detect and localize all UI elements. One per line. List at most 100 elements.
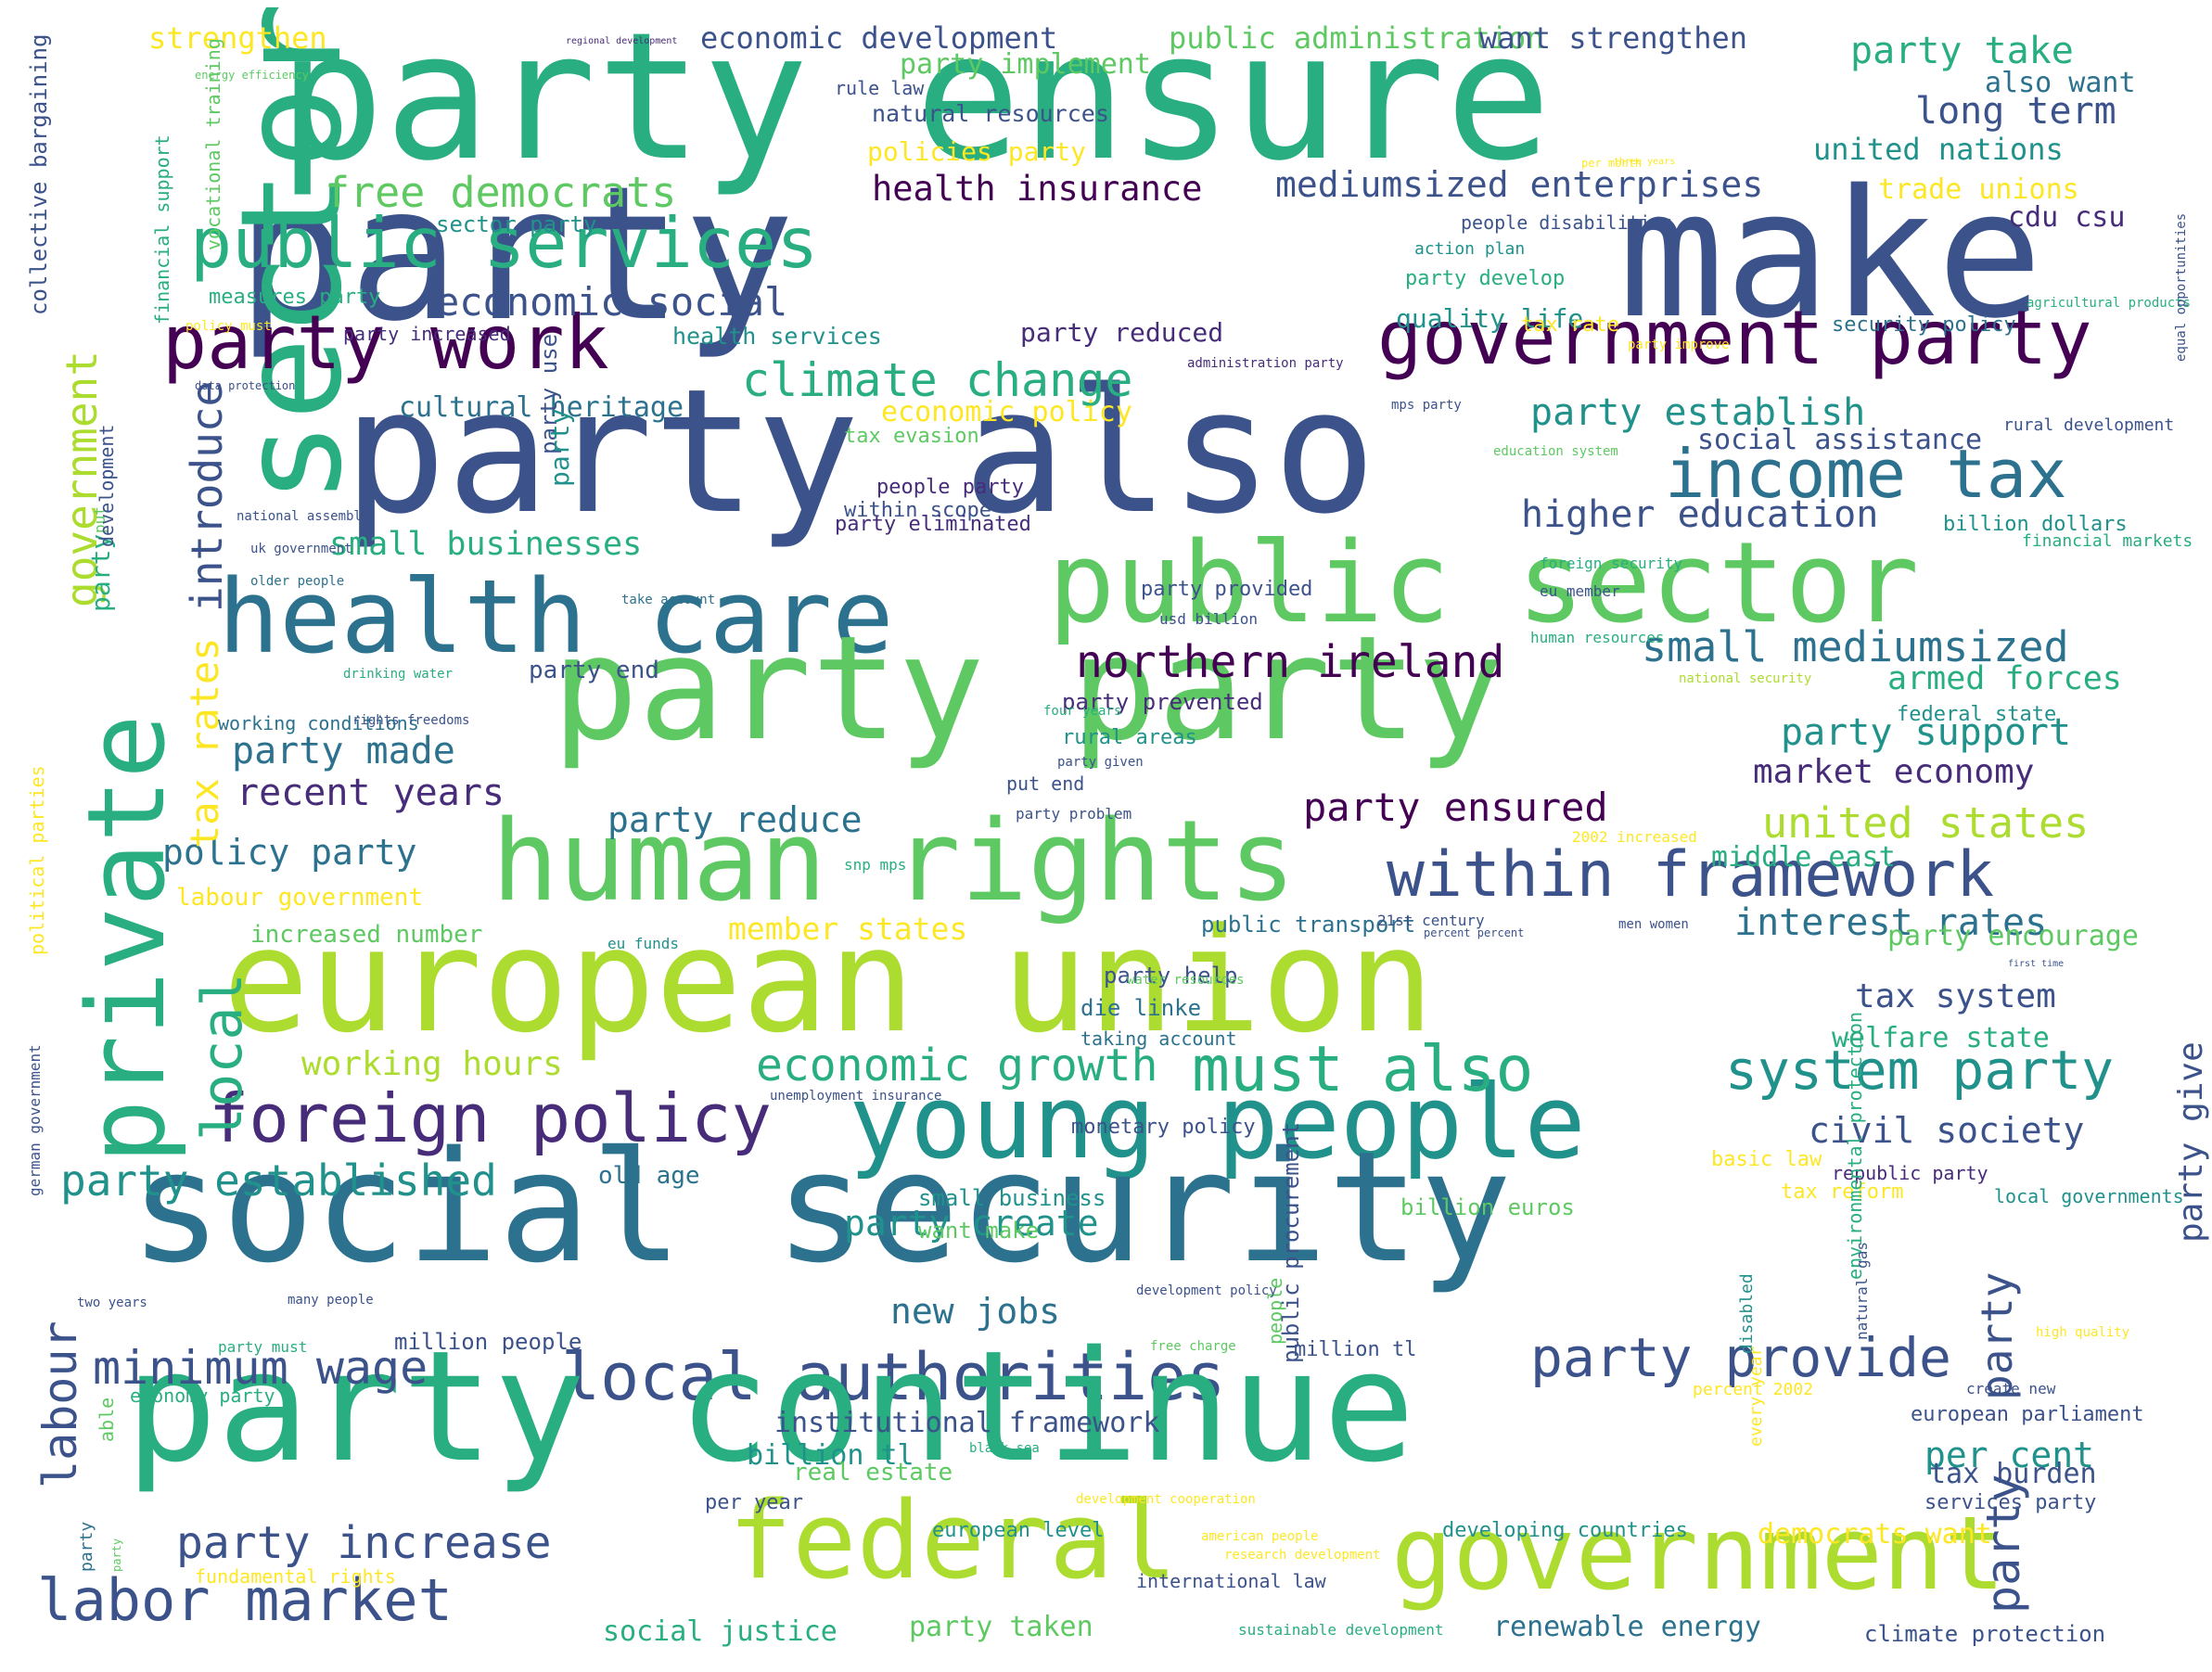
cloud-word: want make [918,1218,1040,1244]
cloud-word: german government [26,1044,44,1196]
cloud-word: water resources [1127,973,1245,988]
cloud-word: american people [1201,1529,1319,1544]
cloud-word: basic law [1711,1148,1822,1171]
cloud-word: economic social [436,279,788,325]
cloud-word: party help [1104,963,1238,989]
cloud-word: billion dollars [1943,513,2128,536]
cloud-word: party ensure [278,0,1552,199]
cloud-word: working conditions [218,712,419,734]
cloud-word: federal [728,1479,1178,1603]
cloud-word: party end [529,657,659,684]
cloud-word: party [110,1538,123,1572]
cloud-word: party increase [176,1517,552,1569]
cloud-word: rural areas [1062,726,1197,749]
cloud-word: old age [598,1162,700,1190]
cloud-word: economic growth [756,1040,1158,1091]
cloud-word: european level [932,1519,1105,1542]
cloud-word: party support [1781,711,2072,754]
cloud-word: party create [844,1203,1099,1244]
cloud-word: economic policy [881,396,1132,428]
cloud-word: also want [1985,67,2136,99]
cloud-word: party provide [1530,1326,1951,1389]
cloud-word: tax rates [182,637,227,849]
cloud-word: new jobs [890,1291,1061,1332]
cloud-word: party eliminated [835,513,1031,536]
cloud-word: per cent [1924,1435,2095,1475]
cloud-word: labor market [37,1566,453,1634]
cloud-word: republic party [1832,1162,1988,1184]
cloud-word: sustainable development [1238,1621,1444,1639]
cloud-word: per year [705,1491,803,1514]
cloud-word: private [65,714,189,1164]
cloud-word: introduce [182,380,232,612]
cloud-word: vocational training [202,38,224,250]
cloud-word: unemployment insurance [770,1089,942,1104]
cloud-word: international law [1136,1570,1326,1592]
cloud-word: within framework [1387,838,1995,912]
cloud-word: federal state [1897,703,2057,726]
cloud-word: government [1391,1494,2006,1613]
cloud-word: 21st century [1377,912,1485,929]
cloud-word: party establish [1530,391,1866,434]
cloud-word: energy efficiency [195,69,309,82]
cloud-word: services party [1924,1491,2097,1514]
cloud-word: climate protection [1864,1621,2106,1647]
cloud-word: older people [250,574,345,589]
cloud-word: tax system [1855,977,2056,1015]
cloud-word: united nations [1813,132,2064,167]
cloud-word: public services [190,202,819,284]
cloud-word: two years [77,1295,147,1310]
cloud-word: mediumsized enterprises [1275,164,1764,205]
cloud-word: snp mps [844,856,907,874]
cloud-word: party party [552,605,1504,772]
cloud-word: economy party [130,1385,275,1407]
cloud-word: national assembly [237,509,370,524]
cloud-word: environmental protection [1844,1012,1866,1280]
cloud-word: social justice [603,1615,837,1648]
cloud-word: mps party [1391,398,1462,413]
cloud-word: market economy [1753,753,2035,791]
cloud-word: people party [876,476,1024,499]
cloud-word: drinking water [343,667,454,682]
cloud-word: party improve [1628,338,1730,352]
cloud-word: development [96,424,118,547]
cloud-word: democrats want [1758,1518,1992,1551]
cloud-word: tax evasion [844,425,979,448]
cloud-word: foreign security [1540,555,1683,572]
cloud-word: must also [1192,1033,1534,1106]
cloud-word: disabled [1737,1273,1757,1354]
cloud-word: policy must [185,319,272,334]
cloud-word: free democrats [325,168,677,217]
cloud-word: trade unions [1878,173,2079,206]
cloud-word: rule law [835,77,925,99]
cloud-word: party work [162,300,609,386]
cloud-word: four years [1043,704,1122,719]
cloud-word: want strengthen [1479,20,1747,56]
cloud-word: taking account [1080,1027,1237,1050]
cloud-word: percent 2002 [1693,1380,1814,1399]
cloud-word: working hours [301,1045,563,1083]
cloud-word: development cooperation [1076,1492,1256,1507]
cloud-word: eu funds [607,935,680,952]
cloud-word: party increased [343,323,511,345]
cloud-word: public sector [1048,519,1920,648]
cloud-word: health care [218,557,894,676]
cloud-word: policies party [867,136,1087,167]
cloud-word: local authorities [561,1339,1226,1415]
cloud-word: administration party [1187,356,1344,371]
cloud-word: percent percent [1424,926,1525,939]
cloud-word: public administration [1169,20,1544,56]
cloud-word: high quality [2036,1325,2130,1340]
cloud-word: long term [1915,90,2116,133]
cloud-word: real estate [793,1459,953,1487]
cloud-word: natural gas [1853,1242,1871,1340]
cloud-word: health services [672,323,882,350]
cloud-word: climate change [742,353,1133,407]
cloud-word: natural resources [872,100,1109,127]
cloud-word: billion euros [1400,1194,1575,1220]
cloud-word: party must [218,1338,308,1356]
cloud-word: data protection [195,379,296,392]
cloud-word: united states [1762,798,2090,848]
cloud-word: european union [223,897,1435,1065]
cloud-word: party made [232,730,455,772]
